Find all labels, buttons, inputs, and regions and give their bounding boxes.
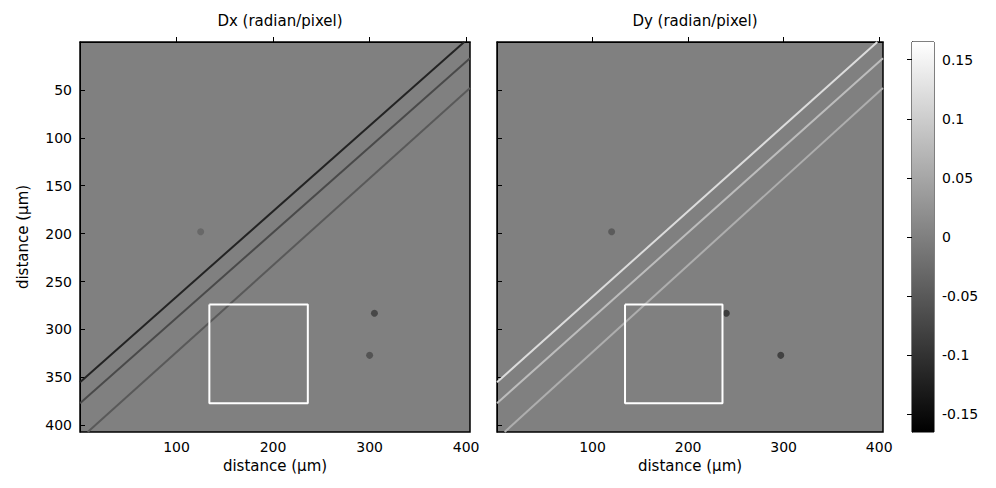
svg-text:300: 300 (356, 439, 383, 455)
svg-text:100: 100 (579, 439, 606, 455)
svg-text:350: 350 (45, 369, 72, 385)
svg-text:0.15: 0.15 (942, 52, 973, 68)
svg-text:250: 250 (45, 274, 72, 290)
svg-text:0: 0 (942, 229, 951, 245)
svg-text:0.05: 0.05 (942, 170, 973, 186)
svg-text:Dx (radian/pixel): Dx (radian/pixel) (217, 12, 342, 30)
svg-text:400: 400 (453, 439, 480, 455)
svg-text:400: 400 (45, 417, 72, 433)
svg-text:300: 300 (770, 439, 797, 455)
svg-text:300: 300 (45, 321, 72, 337)
svg-text:200: 200 (45, 226, 72, 242)
svg-text:distance (µm): distance (µm) (638, 457, 742, 475)
svg-text:distance (µm): distance (µm) (14, 185, 32, 289)
svg-text:0.1: 0.1 (942, 111, 964, 127)
svg-text:100: 100 (45, 130, 72, 146)
svg-text:-0.1: -0.1 (942, 347, 969, 363)
svg-text:-0.05: -0.05 (942, 288, 978, 304)
svg-text:400: 400 (866, 439, 893, 455)
svg-text:-0.15: -0.15 (942, 406, 978, 422)
svg-text:50: 50 (54, 82, 72, 98)
svg-text:200: 200 (260, 439, 287, 455)
svg-text:100: 100 (163, 439, 190, 455)
svg-text:150: 150 (45, 178, 72, 194)
svg-text:200: 200 (675, 439, 702, 455)
svg-text:distance (µm): distance (µm) (223, 457, 327, 475)
svg-text:Dy (radian/pixel): Dy (radian/pixel) (632, 12, 757, 30)
